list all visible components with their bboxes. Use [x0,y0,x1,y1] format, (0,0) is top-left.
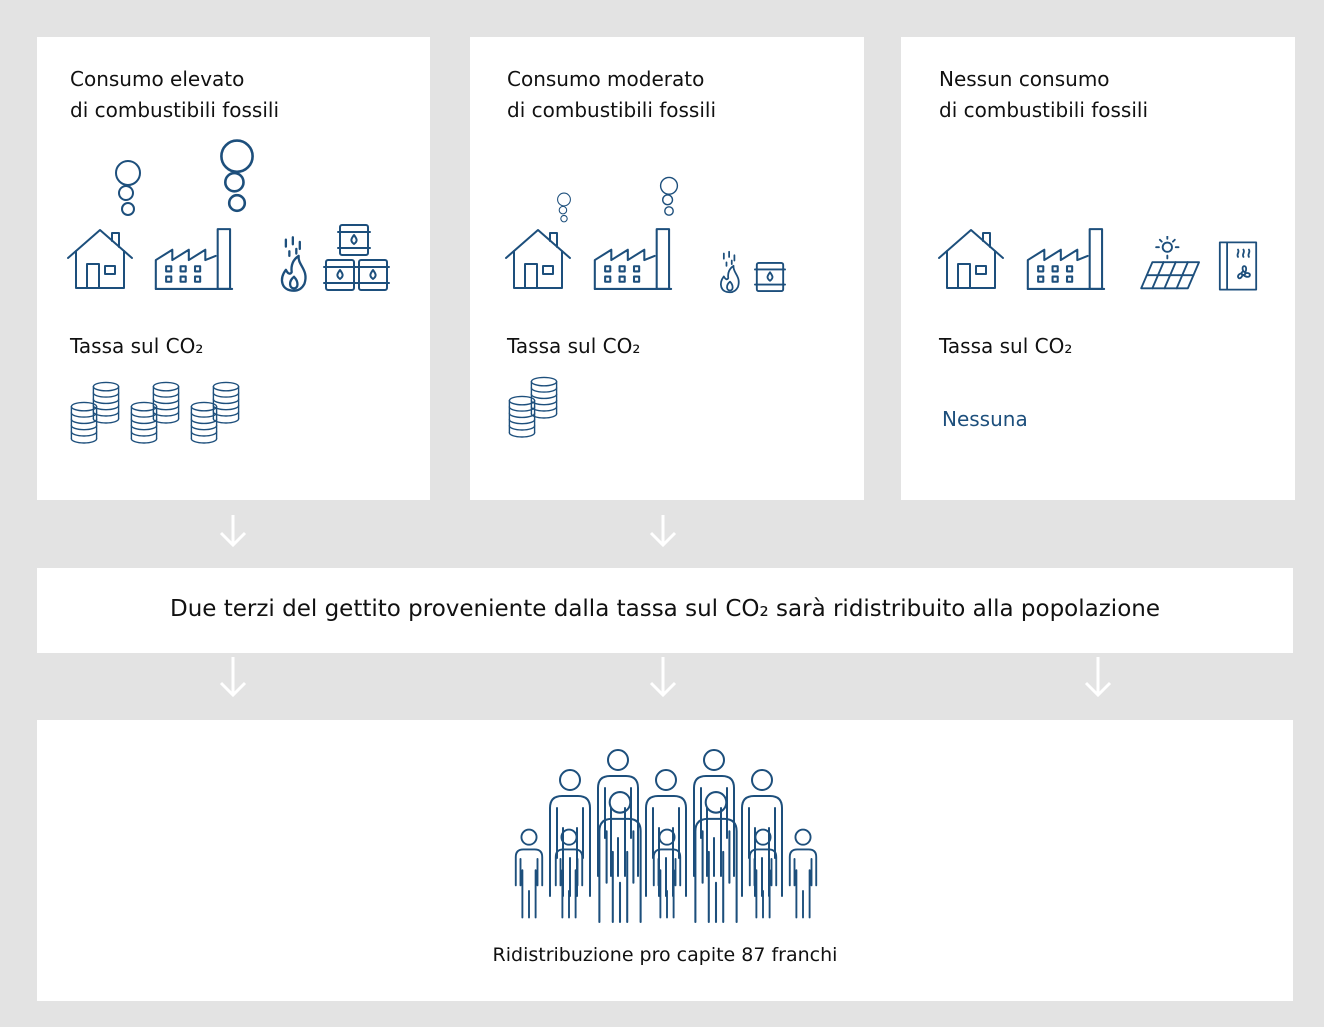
footer-text: Ridistribuzione pro capite 87 franchi [37,940,1293,971]
tax-label: Tassa sul CO₂ [70,331,203,362]
tax-label: Tassa sul CO₂ [939,331,1072,362]
tax-value: Nessuna [942,404,1028,435]
panel-title: di combustibili fossili [507,95,716,126]
icons [0,0,1324,1027]
page: Consumo elevato di combustibili fossili … [0,0,1324,1027]
panel-title: Consumo moderato [507,64,704,95]
banner-text: Due terzi del gettito proveniente dalla … [37,594,1293,625]
panel-title: Consumo elevato [70,64,244,95]
panel-title: di combustibili fossili [70,95,279,126]
tax-label: Tassa sul CO₂ [507,331,640,362]
panel-title: Nessun consumo [939,64,1110,95]
panel-title: di combustibili fossili [939,95,1148,126]
